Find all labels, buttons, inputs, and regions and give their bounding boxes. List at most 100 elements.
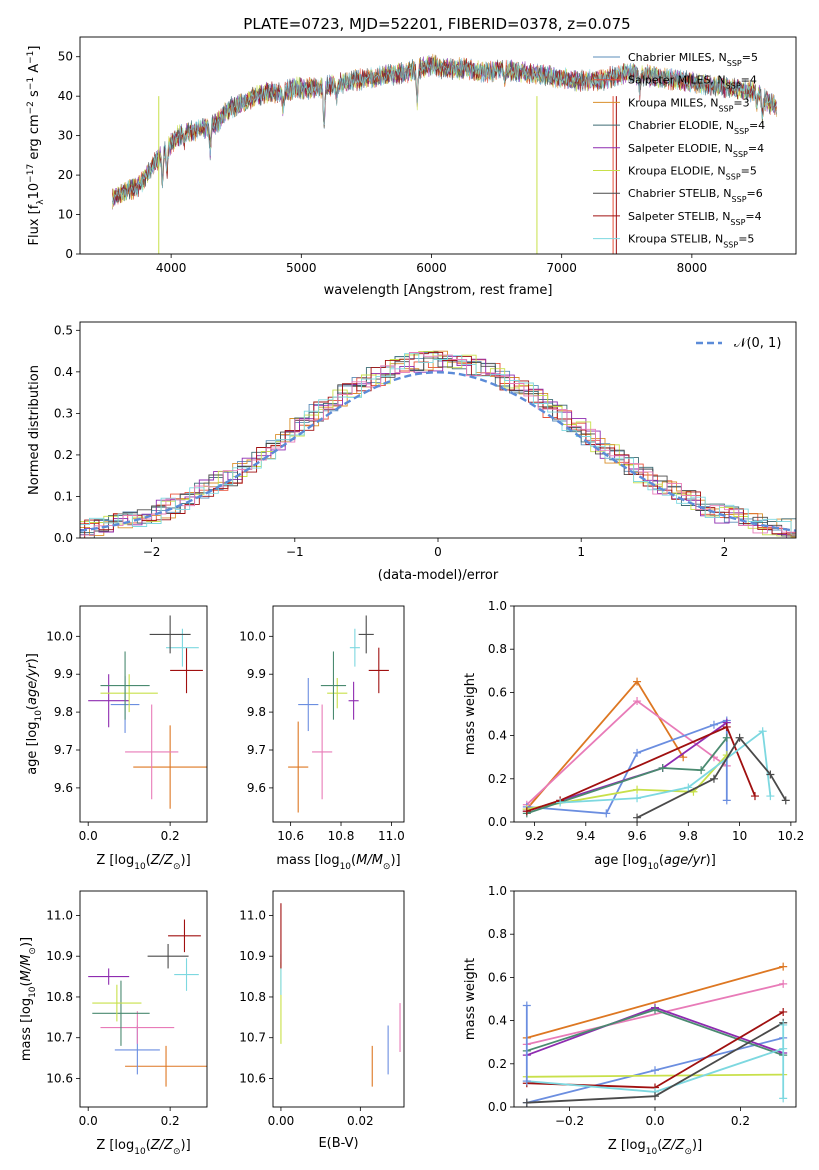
mass-weight-marker [709,774,718,783]
age_vs_Z-ytick-label: 9.7 [54,743,73,757]
weight_vs_Z-xtick-label: 0.0 [645,1114,664,1128]
age-vs-mass-x-axis-label: mass [log10(M/M⊙)] [276,853,400,872]
errorbar-point [100,674,158,713]
weight_vs_age-ytick-label: 0.8 [488,642,507,656]
mass_vs_EBV-ytick-label: 11.0 [239,908,266,922]
mass-weight-marker [779,962,788,971]
mass_vs_Z-ytick-label: 10.7 [46,1031,73,1045]
errorbar-point [100,651,150,720]
mass_vs_Z-ytick-label: 10.9 [46,949,73,963]
mass-weight-line [526,1073,784,1078]
legend-entry: Salpeter STELIB, NSSP=4 [628,210,762,227]
mass-weight-marker [758,727,767,736]
spectrum-ytick-label: 0 [65,247,73,261]
age_vs_Z-ytick-label: 9.6 [54,781,73,795]
hist-x-axis-label: (data-model)/error [378,568,499,583]
mass_vs_Z-xtick-label: 0.0 [79,1114,98,1128]
errorbar-point [320,651,347,720]
spectrum-ytick-label: 10 [58,208,73,222]
mass-weight-marker [522,1001,531,1010]
weight_vs_age-ytick-label: 0.4 [488,729,507,743]
mass-weight-marker [779,1020,788,1029]
errorbar-point [348,681,359,720]
residual_hist-ytick-label: 0.1 [54,489,73,503]
mass-weight-marker [779,979,788,988]
mass-weight-marker [735,733,744,742]
mass-weight-marker [522,1077,531,1086]
spectrum-y-axis-label: Flux [fλ10−17 erg cm−2 s−1 A−1] [26,46,46,246]
mass-weight-marker [697,766,706,775]
spectrum-ytick-label: 20 [58,168,73,182]
mass_vs_EBV-ytick-label: 10.6 [239,1071,266,1085]
mass-weight-marker [556,798,565,807]
age-vs-Z-x-axis-label: Z [log10(Z/Z⊙)] [96,853,190,872]
spectrum-ytick-label: 50 [58,50,73,64]
age_vs_mass-ytick-label: 9.9 [247,667,266,681]
mass-weight-marker [522,807,531,816]
histogram-series [80,351,796,538]
legend-entry: Chabrier ELODIE, NSSP=4 [628,119,765,136]
axes-frame [272,605,405,823]
mass_vs_Z-ytick-label: 11.0 [46,908,73,922]
mass-weight-line [526,725,756,813]
residual_hist-xtick-label: 2 [721,545,729,559]
mass-weight-line [526,737,728,815]
axes-frame [79,321,797,539]
legend-entry: Kroupa STELIB, NSSP=5 [628,233,754,250]
mass-weight-marker [781,796,790,805]
spectrum-xtick-label: 5000 [286,261,317,275]
mass-vs-EBV-x-axis-label: E(B-V) [318,1136,358,1151]
spectrum-ytick-label: 40 [58,89,73,103]
errorbar-point [147,943,189,969]
mass_vs_EBV-ytick-label: 10.9 [239,949,266,963]
weight_vs_age-ytick-label: 0.6 [488,685,507,699]
errorbar-point [149,615,191,654]
errorbar-point [312,704,333,800]
weight_vs_Z-ytick-label: 0.6 [488,970,507,984]
errorbar-point [133,725,207,809]
spectrum-xtick-label: 6000 [416,261,447,275]
mass-weight-marker [779,1094,788,1103]
mass-vs-Z-x-axis-label: Z [log10(Z/Z⊙)] [96,1138,190,1157]
age_vs_Z-xtick-label: 0.0 [79,829,98,843]
spectrum-ytick-label: 30 [58,129,73,143]
mass_vs_Z-panel: 0.0 0.2 10.6 10.7 10.8 10.9 11.0 Z [log10(Z/Z⊙)… [19,890,208,1157]
residual_hist-xtick-label: −1 [286,545,304,559]
weight_vs_Z-panel: −0.2 0.0 0.2 0.0 0.2 0.4 0.6 0.8 1.0 mass weight Z… [463,884,797,1157]
errorbar-point [288,721,309,813]
mass_vs_EBV-panel: 0.00 0.02 10.6 10.7 10.8 10.9 11.0 E(B-V) [239,890,405,1151]
weight_vs_Z-ytick-label: 0.2 [488,1057,507,1071]
legend-entry: Kroupa ELODIE, NSSP=5 [628,165,757,182]
age_vs_Z-xtick-label: 0.2 [161,829,180,843]
weight_vs_Z-ytick-label: 0.4 [488,1014,507,1028]
age_vs_mass-xtick-label: 10.8 [328,829,355,843]
weight_vs_age-xtick-label: 10 [732,829,747,843]
weight_vs_age-xtick-label: 10.2 [778,829,805,843]
weight_vs_Z-xtick-label: 0.2 [731,1114,750,1128]
mass-weight-marker [766,770,775,779]
spectrum-xtick-label: 8000 [677,261,708,275]
histogram-series [80,353,796,535]
age_vs_Z-ytick-label: 10.0 [46,629,73,643]
residual_hist-ytick-label: 0.0 [54,531,73,545]
mass-weight-marker [633,794,642,803]
legend-entry: Chabrier STELIB, NSSP=6 [628,187,763,204]
legend-entry: Chabrier MILES, NSSP=5 [628,51,758,68]
spectrum-xtick-label: 4000 [156,261,187,275]
age_vs_mass-ytick-label: 9.6 [247,781,266,795]
axes-frame [79,890,208,1108]
legend-entry: Salpeter ELODIE, NSSP=4 [628,142,764,159]
mass_vs_Z-ytick-label: 10.6 [46,1071,73,1085]
mass-weight-marker [602,809,611,818]
errorbar-point [92,984,142,1022]
weight_vs_age-xtick-label: 9.8 [679,829,698,843]
mass_vs_EBV-xtick-label: 0.02 [347,1114,374,1128]
weight_vs_Z-y-axis-label: mass weight [463,958,478,1040]
mass_vs_EBV-ytick-label: 10.7 [239,1031,266,1045]
age_vs_mass-xtick-label: 11.0 [378,829,405,843]
errorbar-point [368,647,389,694]
age_vs_Z-panel: 0.0 0.2 9.6 9.7 9.8 9.9 10.0 Z [log10(Z/Z⊙)] age… [25,605,208,872]
errorbar-point [349,628,360,667]
errorbar-point [358,615,374,654]
